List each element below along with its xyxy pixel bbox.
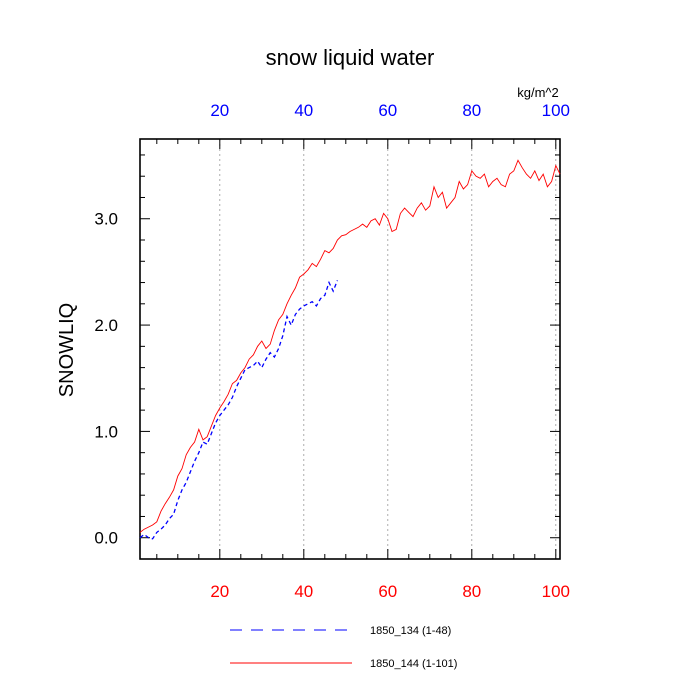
legend: 1850_134 (1-48) 1850_144 (1-101) bbox=[230, 625, 457, 670]
x-tick-label-bottom: 20 bbox=[210, 582, 229, 601]
x-tick-label-top: 40 bbox=[294, 101, 313, 120]
y-tick-label: 1.0 bbox=[94, 422, 118, 441]
x-tick-label-bottom: 80 bbox=[462, 582, 481, 601]
grid bbox=[219, 139, 557, 559]
ticks: 20 20 40 40 60 60 80 80 100 100 0.0 1.0 2.0 3.0 bbox=[94, 101, 570, 601]
x-tick-label-top: 100 bbox=[542, 101, 570, 120]
series-lines bbox=[139, 159, 561, 540]
y-tick-label: 0.0 bbox=[94, 529, 118, 548]
x-tick-label-bottom: 100 bbox=[542, 582, 570, 601]
x-tick-label-bottom: 40 bbox=[294, 582, 313, 601]
legend-label: 1850_144 (1-101) bbox=[370, 658, 457, 670]
y-tick-label: 2.0 bbox=[94, 316, 118, 335]
plot-border bbox=[139, 138, 561, 560]
x-tick-label-top: 60 bbox=[378, 101, 397, 120]
x-tick-label-top: 20 bbox=[210, 101, 229, 120]
y-axis-label: SNOWLIQ bbox=[56, 303, 78, 397]
series-line bbox=[139, 159, 561, 533]
y-tick-label: 3.0 bbox=[94, 210, 118, 229]
units-label: kg/m^2 bbox=[517, 85, 559, 100]
chart-title: snow liquid water bbox=[266, 45, 435, 70]
x-tick-label-top: 80 bbox=[462, 101, 481, 120]
x-tick-label-bottom: 60 bbox=[378, 582, 397, 601]
legend-label: 1850_134 (1-48) bbox=[370, 625, 451, 637]
plot-frame bbox=[139, 138, 561, 560]
series-line bbox=[139, 280, 339, 540]
